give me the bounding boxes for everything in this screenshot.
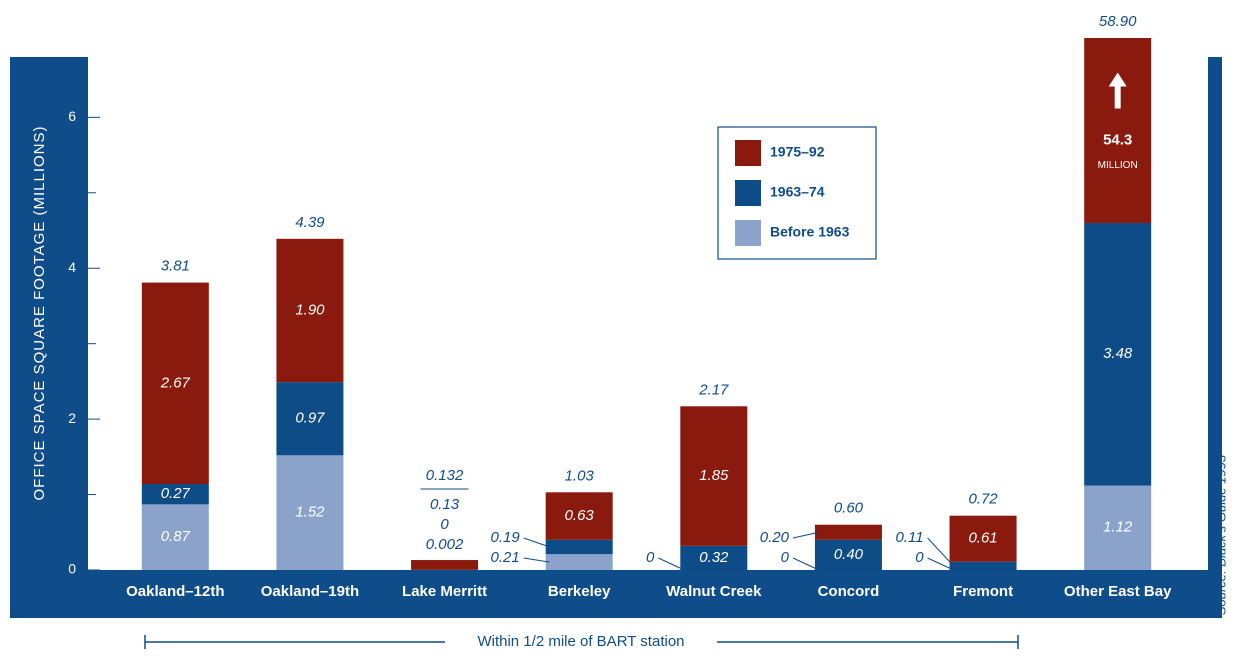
value-label: 1.90 — [295, 301, 325, 318]
total-label: 58.90 — [1099, 13, 1137, 30]
value-label: 2.67 — [160, 374, 191, 391]
y-tick-label: 6 — [68, 108, 76, 124]
value-label: 54.3 — [1103, 131, 1132, 148]
value-label: 0.63 — [565, 507, 595, 524]
value-label: 0 — [440, 516, 449, 533]
total-label: 4.39 — [295, 214, 325, 231]
legend-label: 1975–92 — [770, 144, 825, 160]
value-label: 0.13 — [430, 496, 460, 513]
total-label: 0.60 — [834, 500, 864, 517]
y-tick-label: 4 — [68, 259, 76, 275]
total-label: 1.03 — [565, 467, 595, 484]
bar-segment — [815, 525, 882, 540]
bar-segment — [1084, 0, 1151, 223]
value-label: 1.12 — [1103, 519, 1133, 536]
value-label: 1.85 — [699, 467, 729, 484]
plot-area — [88, 57, 1208, 570]
value-label: 0.002 — [426, 536, 464, 553]
legend-swatch — [735, 180, 761, 206]
x-tick-label: Fremont — [953, 583, 1013, 600]
x-tick-label: Lake Merritt — [402, 583, 487, 600]
value-label: 0.21 — [490, 549, 519, 566]
source: Source: Black’s Guide 1993 — [1213, 454, 1228, 615]
bar-segment — [546, 554, 613, 570]
y-tick-label: 2 — [68, 410, 76, 426]
x-tick-label: Berkeley — [548, 583, 611, 600]
bar-segment — [546, 540, 613, 554]
y-axis-label: OFFICE SPACE SQUARE FOOTAGE (MILLIONS) — [31, 126, 48, 501]
value-label: 0.87 — [161, 528, 191, 545]
total-label: 0.132 — [426, 467, 464, 484]
value-label: 0.97 — [295, 410, 325, 427]
legend-swatch — [735, 220, 761, 246]
x-tick-label: Oakland–19th — [261, 583, 359, 600]
y-tick-label: 0 — [68, 561, 76, 577]
unit-note: MILLION — [1098, 160, 1138, 171]
x-tick-label: Oakland–12th — [126, 583, 224, 600]
bracket-label: Within 1/2 mile of BART station — [477, 633, 684, 650]
x-tick-label: Concord — [818, 583, 880, 600]
total-label: 0.72 — [968, 491, 998, 508]
value-label: 0 — [915, 549, 924, 566]
value-label: 0.19 — [490, 529, 520, 546]
x-tick-label: Other East Bay — [1064, 583, 1172, 600]
value-label: 0.20 — [760, 529, 790, 546]
total-label: 3.81 — [161, 258, 190, 275]
total-label: 2.17 — [698, 381, 729, 398]
legend-label: Before 1963 — [770, 224, 850, 240]
legend-label: 1963–74 — [770, 184, 825, 200]
value-label: 0.11 — [895, 529, 923, 546]
value-label: 0.40 — [834, 546, 864, 563]
legend-swatch — [735, 140, 761, 166]
value-label: 0 — [781, 549, 790, 566]
value-label: 0.27 — [161, 485, 191, 502]
value-label: 0.61 — [968, 530, 997, 547]
value-label: 1.52 — [295, 504, 325, 521]
value-label: 3.48 — [1103, 345, 1133, 362]
bar-segment — [411, 560, 478, 570]
x-tick-label: Walnut Creek — [666, 583, 762, 600]
bar-segment — [950, 562, 1017, 570]
value-label: 0 — [646, 549, 655, 566]
value-label: 0.32 — [699, 549, 729, 566]
